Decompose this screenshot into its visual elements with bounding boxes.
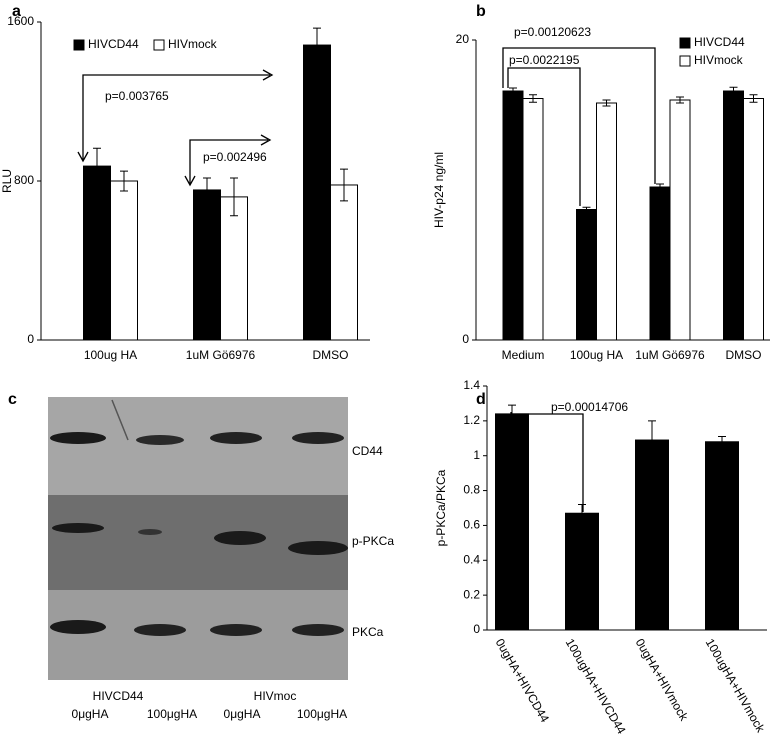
- y-tick-label: 800: [14, 173, 34, 187]
- x-tick-label: Medium: [502, 348, 545, 362]
- error-bar: [718, 436, 726, 448]
- annotation: p=0.003765: [105, 89, 169, 103]
- band-label: CD44: [352, 444, 383, 458]
- error-bar: [582, 206, 591, 213]
- x-tick-label: 100ug HA: [570, 348, 623, 362]
- bar: [495, 413, 529, 631]
- bar: [669, 99, 691, 341]
- bar: [83, 165, 111, 341]
- error-bar: [676, 96, 684, 104]
- y-axis-label: HIV-p24 ng/ml: [432, 152, 446, 228]
- significance-markers: [77, 47, 656, 512]
- bar: [220, 196, 248, 341]
- error-bar: [508, 404, 516, 424]
- y-tick-label: 1.2: [463, 413, 480, 427]
- error-bar: [749, 94, 758, 103]
- bar: [502, 90, 524, 341]
- error-bar: [602, 99, 611, 107]
- panel-label: b: [476, 3, 486, 20]
- legend-label: HIVmock: [168, 37, 218, 51]
- bar: [303, 44, 331, 341]
- bar: [576, 209, 597, 341]
- x-tick-label: 0ugHA+HIVmock: [633, 636, 692, 724]
- legend-label: HIVCD44: [694, 35, 745, 49]
- bar: [522, 98, 544, 341]
- legend-swatch: [679, 37, 691, 49]
- bar: [649, 186, 671, 341]
- bar: [705, 441, 739, 631]
- error-bar: [578, 504, 586, 523]
- x-tick-label: DMSO: [313, 348, 349, 362]
- group-label: HIVmoc: [254, 689, 297, 703]
- bar: [193, 189, 221, 341]
- annotation: p=0.002496: [203, 150, 267, 164]
- panel-label: d: [476, 391, 486, 408]
- error-bar: [313, 27, 321, 63]
- lane-label: 0μgHA: [72, 707, 109, 721]
- lane-label: 100μgHA: [297, 707, 347, 721]
- x-tick-label: 0ugHA+HIVCD44: [493, 636, 552, 725]
- error-bar: [729, 86, 738, 96]
- y-tick-label: 1: [473, 448, 480, 462]
- legend-label: HIVCD44: [88, 37, 139, 51]
- bar: [565, 512, 599, 631]
- y-axis-label: RLU: [0, 169, 14, 193]
- y-axis-label: p-PKCa/PKCa: [434, 469, 448, 546]
- bar: [723, 90, 744, 341]
- x-tick-label: 1uM Gö6976: [186, 348, 256, 362]
- x-tick-label: DMSO: [726, 348, 762, 362]
- legend-swatch: [153, 39, 165, 51]
- bar: [635, 439, 669, 631]
- lane-label: 100μgHA: [147, 707, 197, 721]
- band-label: PKCa: [352, 625, 384, 639]
- bar: [743, 98, 764, 341]
- annotation: p=0.00120623: [514, 25, 591, 39]
- error-bar: [656, 183, 664, 191]
- error-bar: [230, 177, 238, 217]
- x-tick-label: 100ug HA: [84, 348, 137, 362]
- error-bar: [529, 94, 537, 103]
- x-tick-label: 100ugHA+HIVmock: [703, 636, 768, 734]
- group-label: HIVCD44: [93, 689, 144, 703]
- panel-label: c: [8, 391, 17, 408]
- error-bar: [120, 170, 128, 192]
- y-tick-label: 1.4: [463, 378, 480, 392]
- lane-label: 0μgHA: [224, 707, 261, 721]
- legend-swatch: [679, 55, 691, 67]
- y-tick-label: 1600: [7, 14, 34, 28]
- y-tick-label: 0: [27, 332, 34, 346]
- band-label: p-PKCa: [352, 534, 394, 548]
- y-tick-label: 0: [462, 332, 469, 346]
- error-bar: [203, 177, 211, 203]
- y-tick-label: 0.8: [463, 483, 480, 497]
- bar: [110, 180, 138, 341]
- x-tick-label: 1uM Gö6976: [635, 348, 705, 362]
- error-bar: [93, 147, 101, 185]
- y-tick-label: 0.6: [463, 518, 480, 532]
- y-tick-label: 0.4: [463, 552, 480, 566]
- y-tick-label: 20: [456, 32, 470, 46]
- y-tick-label: 0: [473, 622, 480, 636]
- error-bar: [509, 87, 517, 95]
- western-blot: [48, 397, 348, 680]
- annotation: p=0.00014706: [551, 400, 628, 414]
- bar: [596, 102, 617, 341]
- legend-label: HIVmock: [694, 53, 744, 67]
- annotation: p=0.0022195: [509, 53, 580, 67]
- legend-swatch: [73, 39, 85, 51]
- error-bar: [648, 420, 656, 460]
- x-tick-label: 100ugHA+HIVCD44: [563, 636, 629, 734]
- bar: [330, 184, 358, 341]
- panel-label: a: [12, 3, 21, 20]
- error-bar: [340, 168, 348, 202]
- y-tick-label: 0.2: [463, 587, 480, 601]
